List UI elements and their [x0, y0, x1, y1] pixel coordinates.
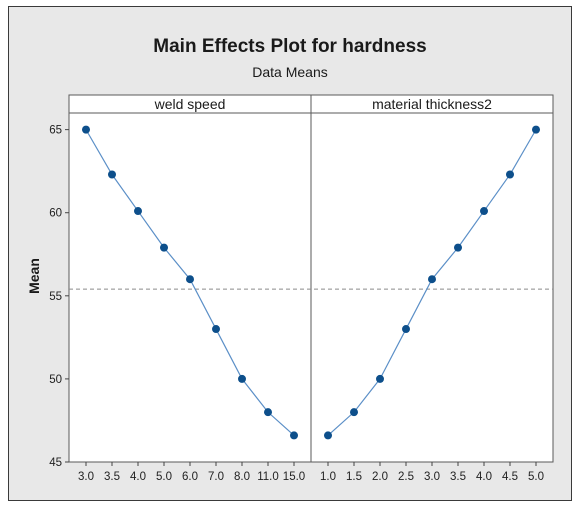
x-tick-label: 15.0	[283, 471, 305, 483]
x-tick-label: 3.5	[450, 471, 466, 483]
data-point	[532, 125, 540, 134]
y-tick-label: 45	[49, 457, 62, 469]
data-point	[290, 431, 298, 440]
chart-subtitle: Data Means	[252, 64, 327, 80]
x-tick-label: 7.0	[208, 471, 224, 483]
data-point	[402, 325, 410, 334]
data-point	[376, 374, 384, 383]
x-tick-label: 4.0	[476, 471, 492, 483]
data-point	[238, 374, 246, 383]
y-tick-label: 65	[49, 125, 62, 137]
x-tick-label: 1.0	[320, 471, 336, 483]
x-tick-label: 4.5	[502, 471, 518, 483]
data-point	[186, 275, 194, 284]
data-point	[480, 207, 488, 216]
panel-label: material thickness2	[372, 96, 492, 112]
data-point	[160, 243, 168, 252]
y-tick-label: 50	[49, 374, 62, 386]
x-tick-label: 6.0	[182, 471, 198, 483]
data-point	[324, 431, 332, 440]
data-point	[82, 125, 90, 134]
chart-title: Main Effects Plot for hardness	[153, 36, 426, 57]
x-tick-label: 1.5	[346, 471, 362, 483]
data-point	[506, 170, 514, 179]
x-tick-label: 3.0	[424, 471, 440, 483]
x-tick-label: 2.0	[372, 471, 388, 483]
x-tick-label: 3.5	[104, 471, 120, 483]
x-tick-label: 4.0	[130, 471, 146, 483]
data-point	[428, 275, 436, 284]
main-effects-chart: Main Effects Plot for hardness Data Mean…	[26, 36, 554, 483]
chart-frame: Main Effects Plot for hardness Data Mean…	[8, 6, 572, 501]
y-tick-label: 55	[49, 291, 62, 303]
data-point	[264, 408, 272, 417]
y-tick-label: 60	[49, 208, 62, 220]
x-tick-label: 11.0	[257, 471, 279, 483]
data-point	[108, 170, 116, 179]
x-tick-label: 3.0	[78, 471, 94, 483]
data-point	[454, 243, 462, 252]
y-axis-label: Mean	[26, 258, 42, 294]
x-tick-label: 8.0	[234, 471, 250, 483]
x-tick-label: 2.5	[398, 471, 414, 483]
panel-label: weld speed	[154, 96, 226, 112]
data-point	[212, 325, 220, 334]
data-point	[134, 207, 142, 216]
data-point	[350, 408, 358, 417]
x-tick-label: 5.0	[156, 471, 172, 483]
x-tick-label: 5.0	[528, 471, 544, 483]
